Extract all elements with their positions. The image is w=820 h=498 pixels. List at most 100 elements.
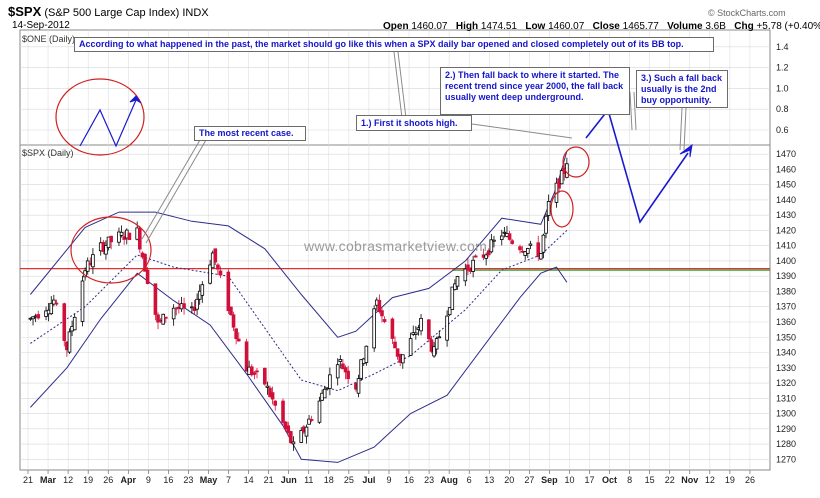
candle: [499, 229, 504, 246]
step1-pointer: [393, 51, 407, 119]
y-tick-label: 1330: [776, 363, 796, 373]
candle-body: [546, 201, 551, 216]
candle-body: [52, 299, 56, 305]
candle-body: [273, 400, 278, 406]
x-tick-label: 19: [83, 475, 93, 485]
chart-date: 14-Sep-2012: [12, 20, 70, 31]
x-tick-label: 19: [725, 475, 735, 485]
x-tick-label: Sep: [541, 475, 558, 485]
x-tick-label: 12: [705, 475, 715, 485]
y-tick-label: 1380: [776, 286, 796, 296]
candle: [255, 367, 259, 379]
candle-body: [200, 284, 205, 296]
y-tick-label: 1460: [776, 164, 796, 174]
candle: [137, 225, 142, 253]
candle: [249, 364, 254, 377]
candle-body: [395, 348, 400, 357]
step1-note: 1.) First it shoots high.: [356, 115, 472, 131]
candle: [200, 281, 205, 303]
candle-body: [445, 315, 449, 341]
candle: [171, 304, 176, 326]
step2-pointer: [629, 91, 637, 131]
top-y-tick-label: 0.6: [776, 125, 789, 135]
candle-body: [380, 310, 384, 317]
candle-body: [145, 269, 150, 284]
x-tick-label: 15: [645, 475, 655, 485]
candle: [377, 294, 382, 314]
candle: [36, 310, 41, 320]
close-value: 1465.77: [622, 21, 659, 32]
candle-body: [62, 303, 67, 341]
recent-case-pointer: [141, 139, 207, 244]
recent-case-note: The most recent case.: [194, 126, 306, 141]
x-tick-label: 16: [404, 475, 414, 485]
candle-body: [364, 345, 369, 363]
candle: [317, 396, 322, 424]
candle-body: [429, 339, 434, 352]
candle-body: [291, 441, 296, 445]
candle: [244, 338, 249, 372]
candle-body: [317, 400, 322, 423]
candle-body: [85, 260, 90, 272]
open-label: Open: [383, 21, 409, 32]
candle: [502, 226, 507, 238]
candle-body: [249, 366, 254, 376]
candle-body: [281, 400, 285, 423]
candle-body: [286, 425, 291, 433]
x-tick-label: 23: [424, 475, 434, 485]
x-tick-label: Apr: [121, 475, 137, 485]
x-tick-label: 27: [524, 475, 534, 485]
candle-body: [473, 255, 478, 258]
y-tick-label: 1440: [776, 195, 796, 205]
candle-body: [437, 336, 442, 339]
candle-body: [328, 374, 332, 389]
candle: [380, 307, 384, 323]
candle-body: [338, 359, 343, 362]
candle: [539, 253, 543, 260]
candle: [236, 332, 241, 342]
y-tick-label: 1420: [776, 225, 796, 235]
candle: [432, 341, 436, 358]
candle: [429, 335, 434, 354]
x-tick-label: May: [200, 475, 218, 485]
candle: [364, 345, 369, 366]
candle: [80, 275, 85, 327]
candle: [127, 232, 132, 240]
candle: [343, 365, 348, 380]
candle: [471, 255, 475, 278]
candle-body: [427, 319, 431, 340]
x-tick-label: 22: [665, 475, 675, 485]
candle: [216, 263, 220, 275]
bb-lower-band: [30, 266, 568, 463]
candle: [526, 247, 530, 258]
step2-note: 2.) Then fall back to where it started. …: [440, 67, 630, 115]
recent-case-circle: [70, 216, 152, 284]
x-tick-label: 21: [264, 475, 274, 485]
candle: [486, 248, 491, 258]
candle-body: [419, 317, 423, 332]
top-y-tick-label: 0.8: [776, 104, 789, 114]
candle-body: [195, 298, 199, 310]
x-tick-label: Mar: [40, 475, 57, 485]
candle: [273, 400, 278, 411]
candle: [252, 370, 257, 380]
y-tick-label: 1430: [776, 210, 796, 220]
top-y-tick-label: 1.0: [776, 83, 789, 93]
forecast-zigzag: [585, 108, 689, 224]
watermark: www.cobrasmarketview.com: [304, 238, 488, 254]
candle-body: [304, 426, 309, 437]
volume-value: 3.6B: [705, 21, 726, 32]
candle-body: [307, 418, 311, 425]
candle-body: [229, 306, 233, 316]
candle: [455, 275, 460, 290]
y-tick-label: 1270: [776, 454, 796, 464]
candle: [283, 421, 288, 432]
candle: [518, 244, 522, 254]
candle-body: [471, 259, 475, 272]
candle-body: [213, 248, 218, 263]
main-panel-frame: [19, 144, 771, 471]
candle: [338, 355, 343, 369]
candle-body: [244, 341, 249, 372]
y-tick-label: 1350: [776, 332, 796, 342]
candle: [309, 415, 314, 423]
